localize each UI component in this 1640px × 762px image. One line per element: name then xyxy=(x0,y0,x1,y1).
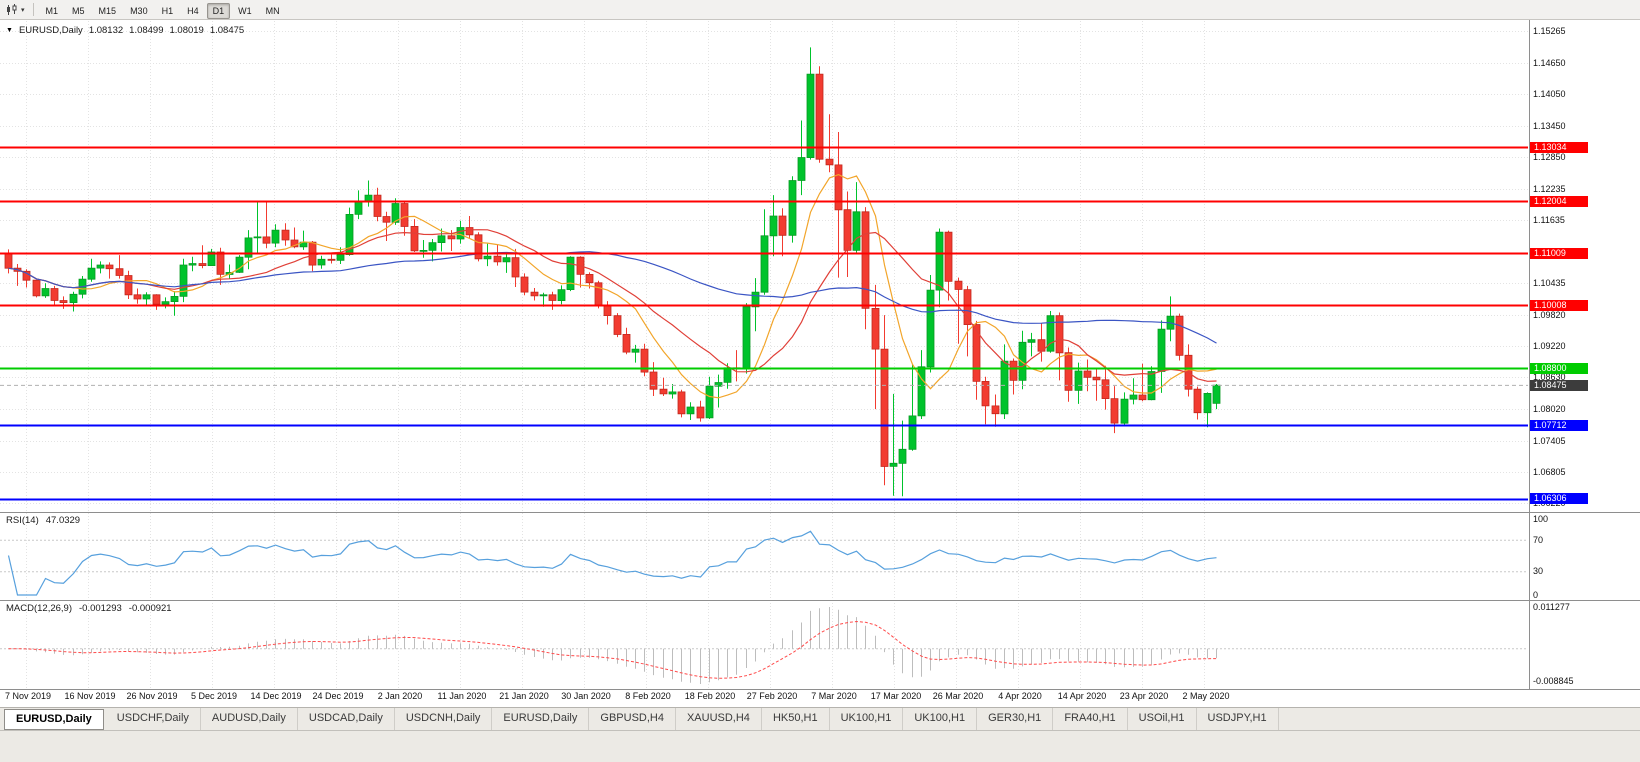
timeframe-button-h4[interactable]: H4 xyxy=(187,5,199,16)
chart-tab-12-fra40-h1[interactable]: FRA40,H1 xyxy=(1053,708,1128,730)
chart-tab-2-audusd-daily[interactable]: AUDUSD,Daily xyxy=(201,708,298,730)
timeframe-buttons: M1 M5 M15 M30 H1 H4 D1 W1 MN xyxy=(39,1,287,19)
timeframe-button-m30[interactable]: M30 xyxy=(130,5,148,16)
chart-type-icon[interactable] xyxy=(4,3,21,17)
candlestick-glyph xyxy=(7,3,17,15)
chart-tab-0-eurusd-daily[interactable]: EURUSD,Daily xyxy=(4,709,104,730)
chart-tab-8-hk50-h1[interactable]: HK50,H1 xyxy=(762,708,830,730)
chart-tab-13-usoil-h1[interactable]: USOil,H1 xyxy=(1128,708,1197,730)
chart-tab-5-eurusd-daily[interactable]: EURUSD,Daily xyxy=(492,708,590,730)
timeframe-toolbar: ▾ M1 M5 M15 M30 H1 H4 D1 W1 MN xyxy=(0,0,1640,20)
chart-tab-10-uk100-h1[interactable]: UK100,H1 xyxy=(903,708,978,730)
timeframe-button-w1[interactable]: W1 xyxy=(238,5,252,16)
timeframe-button-d1[interactable]: D1 xyxy=(206,2,231,19)
chart-tab-14-usdjpy-h1[interactable]: USDJPY,H1 xyxy=(1197,708,1279,730)
macd-histogram xyxy=(17,607,1217,684)
timeframe-button-m1[interactable]: M1 xyxy=(45,5,59,16)
timeframe-button-h1[interactable]: H1 xyxy=(161,5,174,16)
chart-tab-7-xauusd-h4[interactable]: XAUUSD,H4 xyxy=(676,708,762,730)
toolbar-divider xyxy=(32,3,34,16)
chart-tab-11-ger30-h1[interactable]: GER30,H1 xyxy=(977,708,1054,730)
timeframe-button-mn[interactable]: MN xyxy=(265,5,280,16)
timeframe-button-m15[interactable]: M15 xyxy=(98,5,117,16)
chart-tab-bar: EURUSD,Daily USDCHF,Daily AUDUSD,Daily USDC… xyxy=(0,707,1640,762)
chart-tab-1-usdchf-daily[interactable]: USDCHF,Daily xyxy=(106,708,201,730)
chart-tab-4-usdcnh-daily[interactable]: USDCNH,Daily xyxy=(395,708,493,730)
ma-16-line xyxy=(8,229,1217,382)
chart-dropdown-icon[interactable]: ▾ xyxy=(21,6,25,14)
macd-signal-line xyxy=(8,620,1217,679)
chart-tab-9-uk100-h1[interactable]: UK100,H1 xyxy=(830,708,904,730)
chart-tab-3-usdcad-daily[interactable]: USDCAD,Daily xyxy=(298,708,395,730)
ma-45-line xyxy=(8,251,1217,344)
chart-tabs: EURUSD,Daily USDCHF,Daily AUDUSD,Daily USDC… xyxy=(0,708,1640,731)
chart-tab-6-gbpusd-h4[interactable]: GBPUSD,H4 xyxy=(589,708,676,730)
timeframe-button-m5[interactable]: M5 xyxy=(72,5,85,16)
rsi-line xyxy=(7,530,1217,596)
